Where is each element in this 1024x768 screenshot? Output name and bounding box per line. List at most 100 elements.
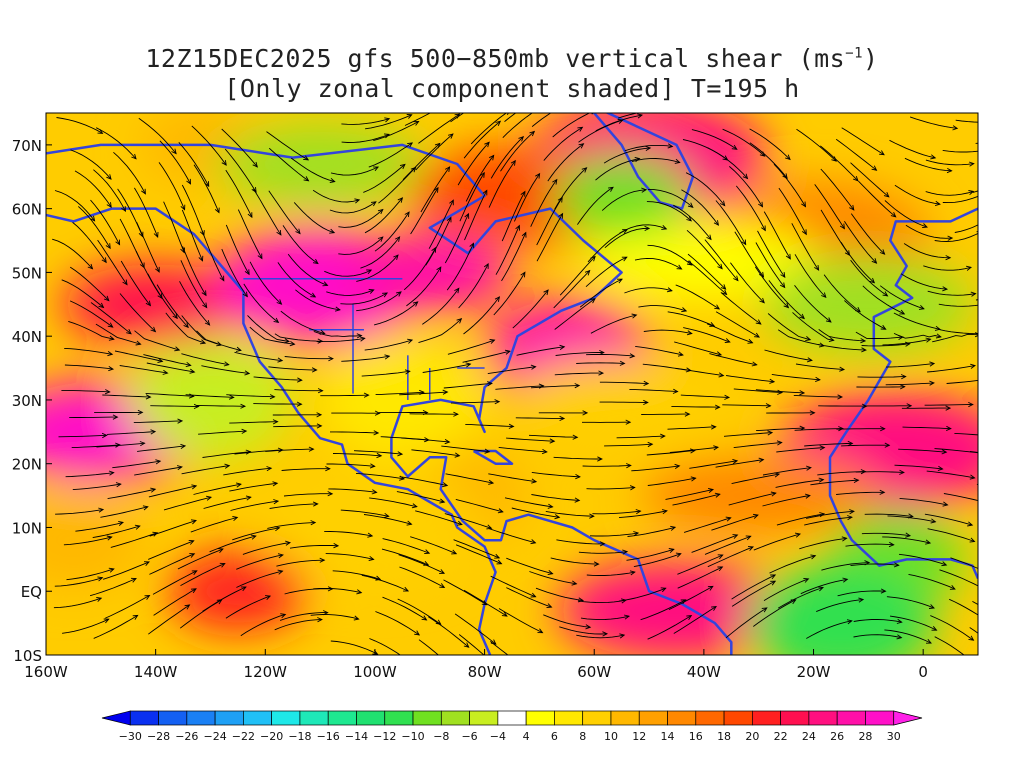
streamline xyxy=(704,535,751,555)
streamline-arrowhead xyxy=(968,401,974,408)
streamline xyxy=(673,204,712,240)
colorbar-label: −30 xyxy=(119,730,142,743)
streamline xyxy=(295,289,340,311)
streamline-arrowhead xyxy=(112,414,119,420)
streamline-arrowhead xyxy=(983,332,988,336)
streamline-arrowhead xyxy=(968,190,975,196)
streamline-arrowhead xyxy=(708,487,715,493)
streamline xyxy=(444,213,469,264)
streamline-arrowhead xyxy=(861,347,867,353)
streamline xyxy=(69,300,113,328)
streamline-arrowhead xyxy=(747,546,754,551)
colorbar-label: −16 xyxy=(317,730,340,743)
streamline-arrowhead xyxy=(219,562,226,568)
streamline xyxy=(61,279,104,308)
streamline xyxy=(983,310,1024,321)
streamline-arrowhead xyxy=(530,539,537,545)
streamline xyxy=(535,587,584,601)
streamline xyxy=(763,211,791,260)
streamline xyxy=(428,200,454,249)
streamline-arrowhead xyxy=(602,631,609,637)
streamline-arrowhead xyxy=(582,410,589,416)
streamline-arrowhead xyxy=(484,141,490,148)
streamline-arrowhead xyxy=(297,377,303,383)
streamline-arrowhead xyxy=(819,445,826,451)
streamline xyxy=(603,147,651,164)
streamline xyxy=(810,479,859,486)
streamline-arrowhead xyxy=(191,484,198,490)
streamline xyxy=(382,596,427,621)
streamline-arrowhead xyxy=(666,287,673,293)
streamline xyxy=(691,129,738,150)
streamline xyxy=(409,413,458,415)
streamline xyxy=(450,113,465,123)
streamline-arrowhead xyxy=(155,459,162,465)
streamline xyxy=(221,128,258,168)
streamline xyxy=(633,553,681,568)
streamline xyxy=(673,606,717,634)
streamline-arrowhead xyxy=(934,200,941,207)
streamline xyxy=(861,532,911,537)
streamline xyxy=(795,363,845,370)
streamline-arrowhead xyxy=(623,614,631,620)
streamline-arrowhead xyxy=(967,521,974,527)
streamline-arrowhead xyxy=(724,338,731,343)
streamline xyxy=(722,128,765,157)
streamline xyxy=(754,266,789,308)
colorbar-label: 20 xyxy=(745,730,759,743)
streamline-arrowhead xyxy=(770,580,777,586)
streamline xyxy=(796,128,837,162)
streamline xyxy=(269,503,318,509)
streamline-arrowhead xyxy=(183,322,189,329)
streamline xyxy=(501,232,527,282)
streamline xyxy=(332,570,381,580)
streamline xyxy=(990,270,1024,293)
streamline-arrowhead xyxy=(817,586,824,592)
streamline xyxy=(776,447,825,453)
streamline xyxy=(981,475,1024,485)
colorbar-swatch xyxy=(327,710,357,726)
streamline xyxy=(134,330,180,351)
streamline xyxy=(282,225,319,264)
streamline xyxy=(273,425,322,428)
streamline-arrowhead xyxy=(404,211,410,218)
y-tick-label: EQ xyxy=(21,583,42,601)
streamline-arrowhead xyxy=(101,432,108,439)
streamline-arrowhead xyxy=(180,204,186,211)
streamline xyxy=(938,303,978,307)
streamline xyxy=(243,283,279,323)
streamline-arrowhead xyxy=(675,552,682,558)
streamline xyxy=(488,473,537,483)
streamline xyxy=(340,509,389,517)
streamline-arrowhead xyxy=(925,539,932,545)
streamline xyxy=(368,142,413,168)
streamline-arrowhead xyxy=(925,337,932,343)
x-tick-label: 120W xyxy=(244,663,288,681)
streamline xyxy=(120,260,151,306)
x-tick-label: 40W xyxy=(687,663,721,681)
streamline xyxy=(804,516,852,526)
streamline-arrowhead xyxy=(303,176,310,182)
streamline xyxy=(893,332,942,339)
streamline-arrowhead xyxy=(537,628,544,634)
streamline xyxy=(923,265,972,271)
streamline xyxy=(515,417,565,419)
streamline xyxy=(450,401,500,404)
streamline-arrowhead xyxy=(317,617,323,623)
streamline-arrowhead xyxy=(880,324,887,330)
streamline-arrowhead xyxy=(742,173,749,180)
streamline-arrowhead xyxy=(706,234,712,241)
colorbar-swatch xyxy=(356,710,386,726)
streamline xyxy=(513,173,540,222)
streamline-arrowhead xyxy=(216,341,223,347)
streamline-arrowhead xyxy=(890,212,897,218)
streamline-arrowhead xyxy=(884,442,891,448)
streamline xyxy=(674,341,722,356)
streamline-arrowhead xyxy=(676,264,683,270)
streamline-arrowhead xyxy=(393,254,399,261)
streamline xyxy=(74,170,112,208)
streamline-arrowhead xyxy=(1019,492,1024,496)
streamline-arrowhead xyxy=(970,291,977,297)
streamline xyxy=(378,167,416,204)
colorbar-swatch xyxy=(836,710,866,726)
